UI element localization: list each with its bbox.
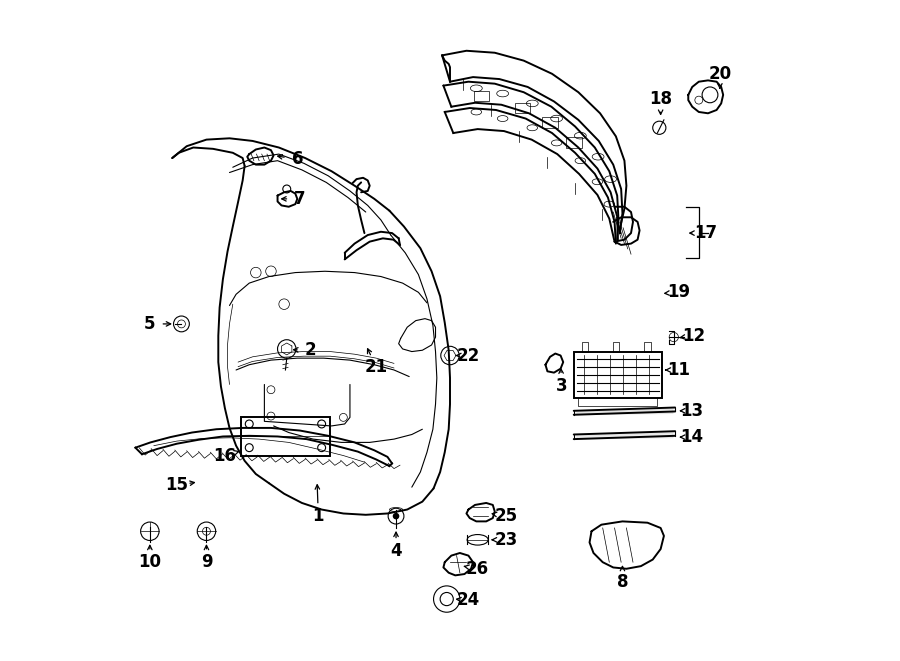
Text: 11: 11 — [668, 361, 690, 379]
Text: 21: 21 — [364, 358, 388, 375]
Text: 14: 14 — [680, 428, 704, 446]
Text: 5: 5 — [144, 315, 156, 333]
Text: 16: 16 — [213, 447, 237, 465]
Text: 2: 2 — [304, 341, 316, 359]
Text: 12: 12 — [682, 327, 705, 345]
Text: 4: 4 — [391, 542, 401, 560]
Text: 18: 18 — [649, 90, 672, 108]
Text: 23: 23 — [495, 531, 518, 549]
Text: 19: 19 — [668, 284, 690, 301]
Bar — [515, 102, 530, 113]
Bar — [473, 91, 490, 101]
Bar — [566, 137, 581, 147]
Text: 7: 7 — [294, 190, 306, 208]
Text: 10: 10 — [139, 553, 161, 571]
Bar — [240, 417, 330, 455]
Text: 20: 20 — [708, 65, 732, 83]
Text: 17: 17 — [694, 224, 717, 242]
Text: 9: 9 — [201, 553, 212, 571]
Text: 3: 3 — [556, 377, 568, 395]
Text: 26: 26 — [466, 560, 490, 578]
Text: 13: 13 — [680, 402, 704, 420]
Text: 25: 25 — [495, 507, 518, 525]
Text: 24: 24 — [457, 592, 480, 609]
Text: 22: 22 — [457, 346, 480, 364]
Text: 15: 15 — [166, 476, 188, 494]
Text: 6: 6 — [292, 150, 303, 169]
Bar — [542, 117, 558, 128]
Text: 8: 8 — [616, 573, 628, 591]
Text: 1: 1 — [312, 507, 324, 525]
Circle shape — [392, 513, 400, 520]
